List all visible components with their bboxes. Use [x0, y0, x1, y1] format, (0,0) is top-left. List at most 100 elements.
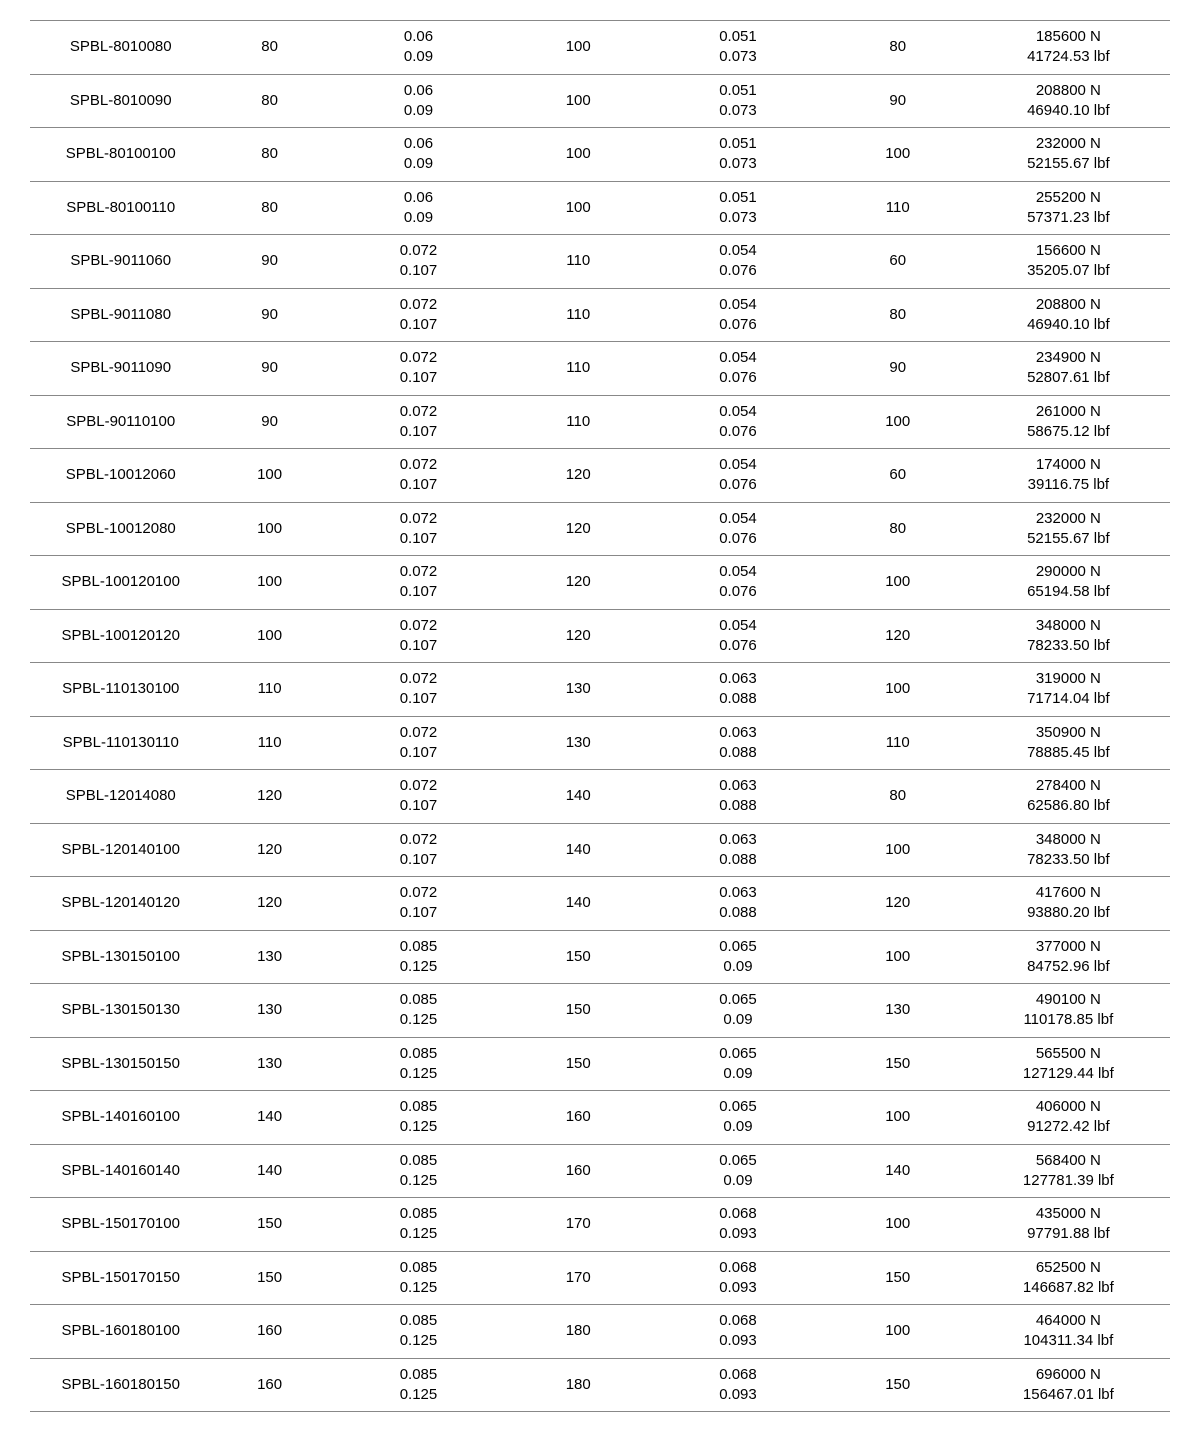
value-cell: 90 [211, 395, 327, 449]
value-cell: 110 [509, 342, 647, 396]
table-row: SPBL-1201401201200.0720.1071400.0630.088… [30, 877, 1170, 931]
part-number-cell: SPBL-90110100 [30, 395, 211, 449]
value-cell: 130 [829, 984, 967, 1038]
value-cell: 110 [211, 716, 327, 770]
part-number-cell: SPBL-120140120 [30, 877, 211, 931]
value-cell: 0.0630.088 [647, 877, 828, 931]
value-cell: 100 [211, 449, 327, 503]
table-row: SPBL-80100110800.060.091000.0510.0731102… [30, 181, 1170, 235]
value-cell: 80 [829, 770, 967, 824]
value-cell: 90 [829, 342, 967, 396]
value-cell: 0.0850.125 [328, 1305, 509, 1359]
load-cell: 490100 N110178.85 lbf [967, 984, 1170, 1038]
part-number-cell: SPBL-9011060 [30, 235, 211, 289]
load-cell: 208800 N46940.10 lbf [967, 288, 1170, 342]
value-cell: 140 [211, 1144, 327, 1198]
value-cell: 0.0540.076 [647, 395, 828, 449]
value-cell: 0.0720.107 [328, 823, 509, 877]
value-cell: 120 [829, 877, 967, 931]
value-cell: 0.0720.107 [328, 770, 509, 824]
value-cell: 90 [211, 288, 327, 342]
value-cell: 0.0720.107 [328, 609, 509, 663]
table-row: SPBL-1601801001600.0850.1251800.0680.093… [30, 1305, 1170, 1359]
value-cell: 130 [211, 930, 327, 984]
table-row: SPBL-1101301101100.0720.1071300.0630.088… [30, 716, 1170, 770]
load-cell: 208800 N46940.10 lbf [967, 74, 1170, 128]
value-cell: 100 [509, 181, 647, 235]
part-number-cell: SPBL-9011080 [30, 288, 211, 342]
table-row: SPBL-9011090900.0720.1071100.0540.076902… [30, 342, 1170, 396]
load-cell: 234900 N52807.61 lbf [967, 342, 1170, 396]
spec-table: SPBL-8010080800.060.091000.0510.07380185… [30, 20, 1170, 1412]
value-cell: 80 [829, 21, 967, 75]
table-row: SPBL-9011060900.0720.1071100.0540.076601… [30, 235, 1170, 289]
table-row: SPBL-8010090800.060.091000.0510.07390208… [30, 74, 1170, 128]
load-cell: 290000 N65194.58 lbf [967, 556, 1170, 610]
value-cell: 0.0720.107 [328, 663, 509, 717]
load-cell: 185600 N41724.53 lbf [967, 21, 1170, 75]
value-cell: 0.0650.09 [647, 1091, 828, 1145]
table-row: SPBL-1301501501300.0850.1251500.0650.091… [30, 1037, 1170, 1091]
value-cell: 80 [211, 21, 327, 75]
value-cell: 90 [829, 74, 967, 128]
table-row: SPBL-1301501301300.0850.1251500.0650.091… [30, 984, 1170, 1038]
value-cell: 150 [211, 1251, 327, 1305]
value-cell: 140 [509, 770, 647, 824]
value-cell: 0.0510.073 [647, 181, 828, 235]
part-number-cell: SPBL-110130110 [30, 716, 211, 770]
value-cell: 0.0540.076 [647, 342, 828, 396]
value-cell: 0.0540.076 [647, 449, 828, 503]
value-cell: 0.0540.076 [647, 235, 828, 289]
part-number-cell: SPBL-130150130 [30, 984, 211, 1038]
value-cell: 0.0510.073 [647, 74, 828, 128]
value-cell: 0.0630.088 [647, 663, 828, 717]
value-cell: 150 [509, 1037, 647, 1091]
value-cell: 100 [829, 823, 967, 877]
value-cell: 130 [211, 1037, 327, 1091]
load-cell: 348000 N78233.50 lbf [967, 823, 1170, 877]
value-cell: 100 [211, 609, 327, 663]
value-cell: 0.0720.107 [328, 877, 509, 931]
table-row: SPBL-1601801501600.0850.1251800.0680.093… [30, 1358, 1170, 1412]
load-cell: 377000 N84752.96 lbf [967, 930, 1170, 984]
load-cell: 406000 N91272.42 lbf [967, 1091, 1170, 1145]
value-cell: 100 [829, 128, 967, 182]
part-number-cell: SPBL-80100100 [30, 128, 211, 182]
load-cell: 464000 N104311.34 lbf [967, 1305, 1170, 1359]
value-cell: 140 [211, 1091, 327, 1145]
table-row: SPBL-1401601401400.0850.1251600.0650.091… [30, 1144, 1170, 1198]
value-cell: 120 [829, 609, 967, 663]
value-cell: 0.060.09 [328, 74, 509, 128]
value-cell: 0.0680.093 [647, 1198, 828, 1252]
value-cell: 100 [829, 395, 967, 449]
value-cell: 0.0630.088 [647, 823, 828, 877]
table-row: SPBL-1101301001100.0720.1071300.0630.088… [30, 663, 1170, 717]
part-number-cell: SPBL-80100110 [30, 181, 211, 235]
part-number-cell: SPBL-160180150 [30, 1358, 211, 1412]
value-cell: 150 [829, 1251, 967, 1305]
load-cell: 174000 N39116.75 lbf [967, 449, 1170, 503]
value-cell: 150 [211, 1198, 327, 1252]
value-cell: 160 [509, 1091, 647, 1145]
value-cell: 120 [211, 823, 327, 877]
value-cell: 0.0630.088 [647, 716, 828, 770]
value-cell: 100 [829, 1305, 967, 1359]
table-row: SPBL-1501701501500.0850.1251700.0680.093… [30, 1251, 1170, 1305]
part-number-cell: SPBL-12014080 [30, 770, 211, 824]
part-number-cell: SPBL-110130100 [30, 663, 211, 717]
part-number-cell: SPBL-160180100 [30, 1305, 211, 1359]
load-cell: 435000 N97791.88 lbf [967, 1198, 1170, 1252]
part-number-cell: SPBL-8010080 [30, 21, 211, 75]
table-row: SPBL-100120801000.0720.1071200.0540.0768… [30, 502, 1170, 556]
value-cell: 100 [829, 1091, 967, 1145]
value-cell: 80 [211, 74, 327, 128]
value-cell: 80 [211, 181, 327, 235]
part-number-cell: SPBL-100120120 [30, 609, 211, 663]
value-cell: 90 [211, 342, 327, 396]
value-cell: 0.0850.125 [328, 1091, 509, 1145]
value-cell: 0.0650.09 [647, 984, 828, 1038]
value-cell: 130 [211, 984, 327, 1038]
table-row: SPBL-1301501001300.0850.1251500.0650.091… [30, 930, 1170, 984]
value-cell: 80 [829, 502, 967, 556]
value-cell: 130 [509, 663, 647, 717]
